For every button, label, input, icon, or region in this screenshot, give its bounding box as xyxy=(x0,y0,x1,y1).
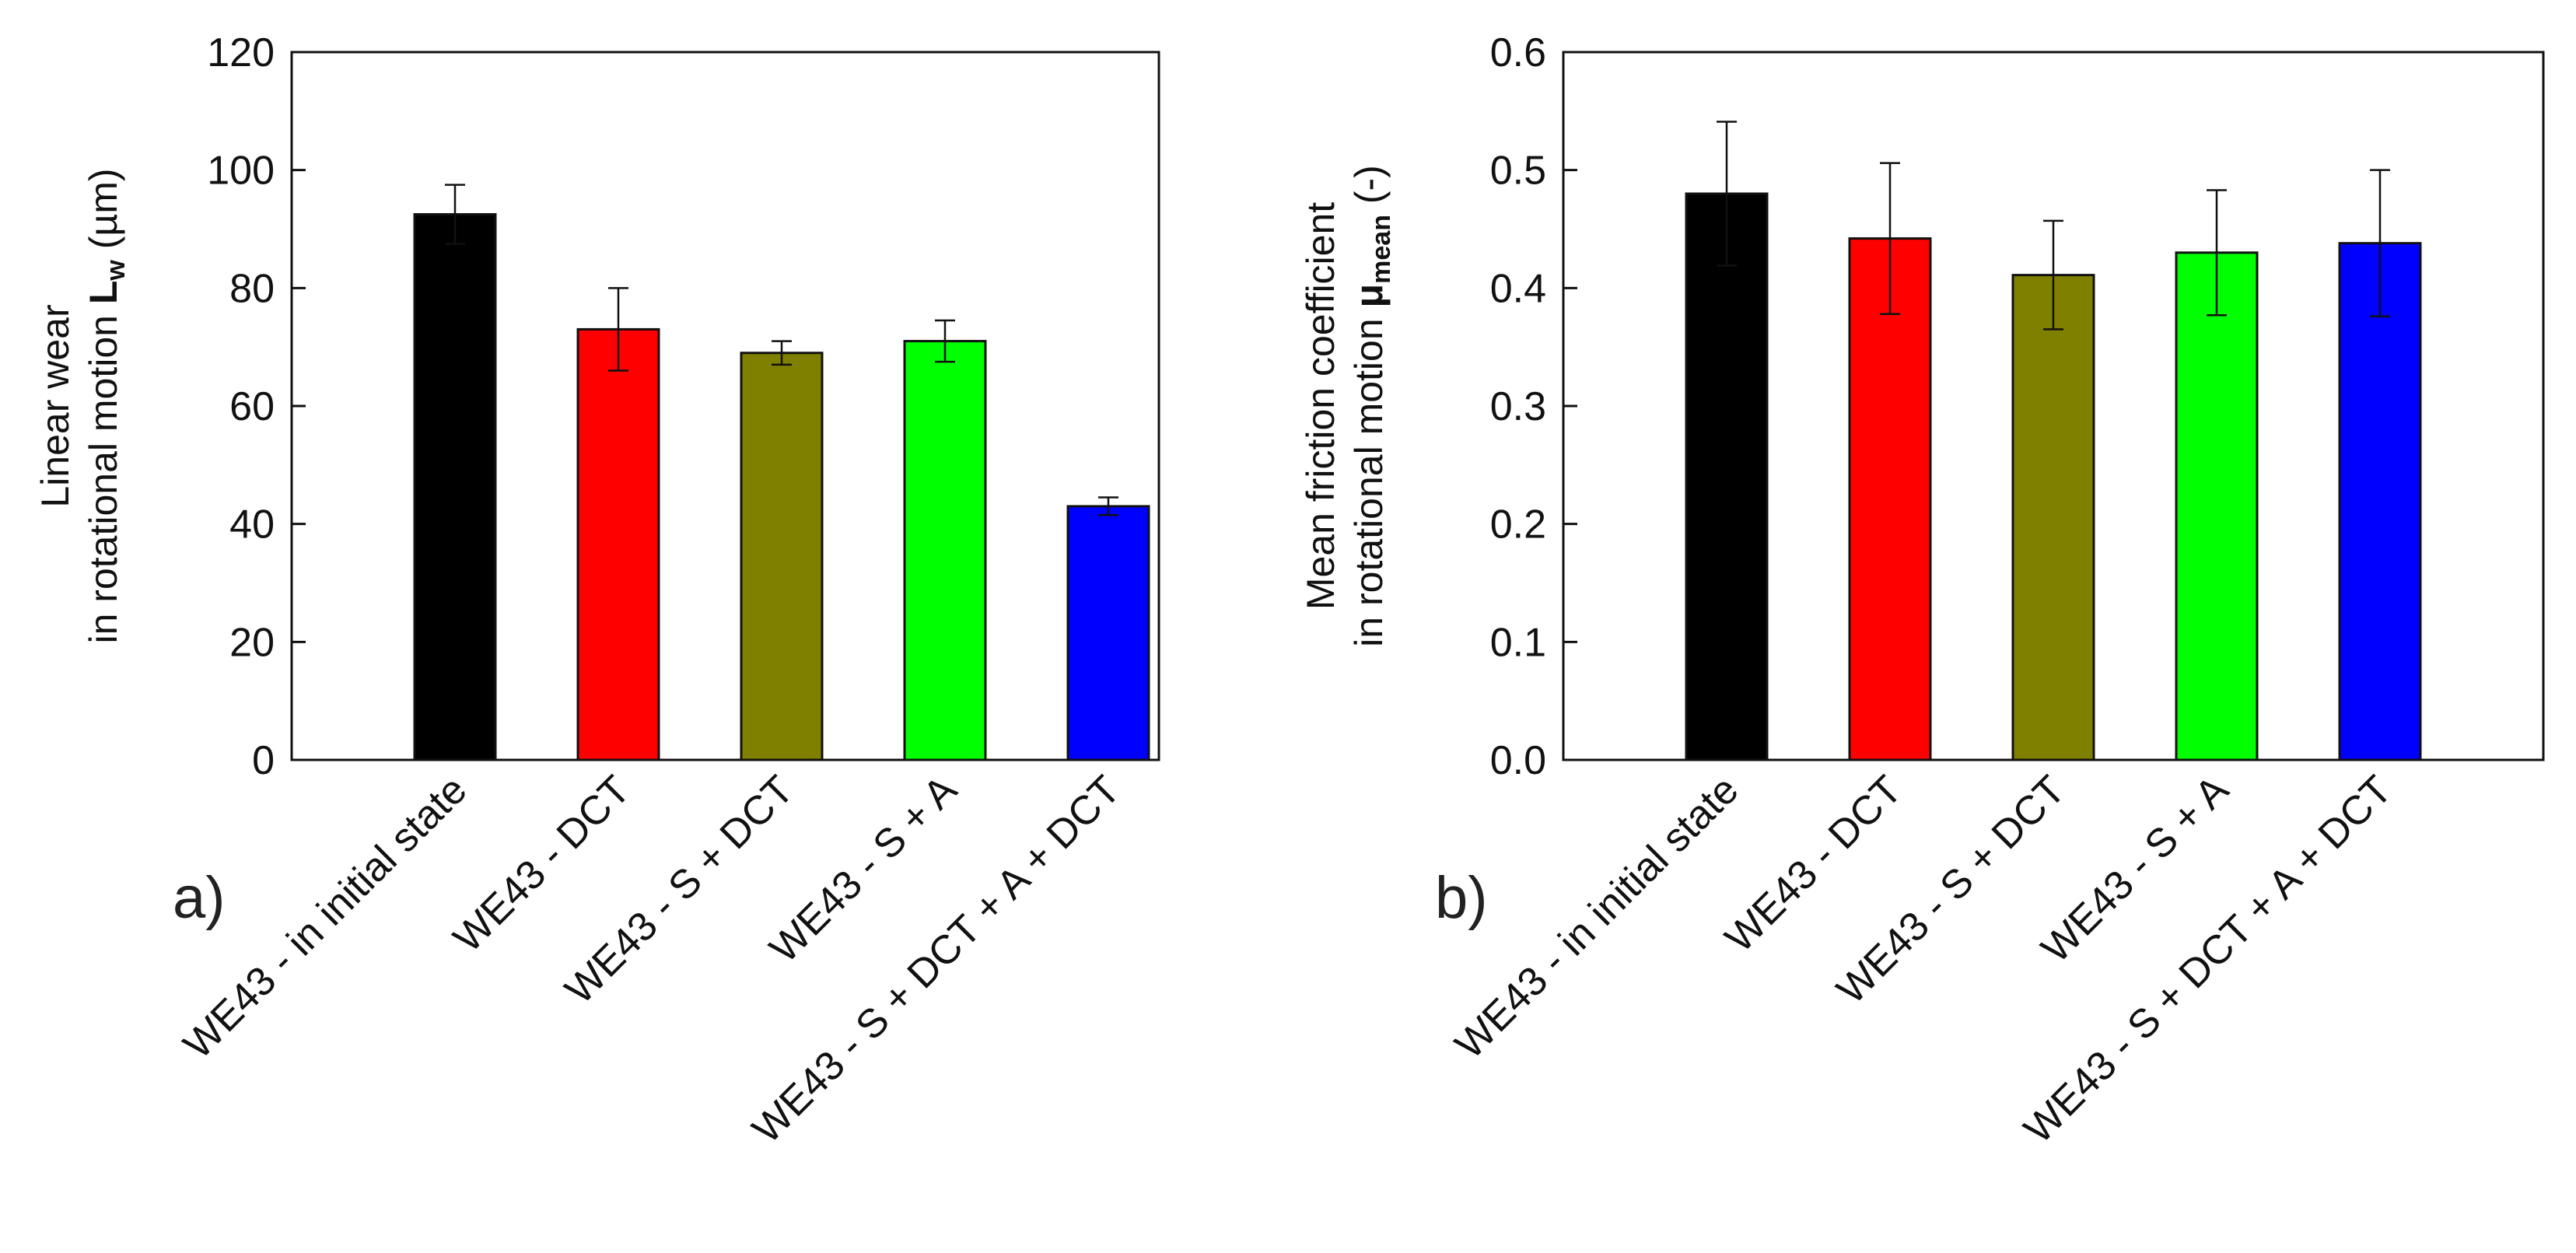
error-bar-2 xyxy=(1880,162,1900,315)
chart-b-ytick-label: 0.2 xyxy=(1490,502,1546,548)
chart-a-ylabel-line1: Linear wear xyxy=(33,304,77,507)
error-bar-2 xyxy=(608,287,628,372)
chart-a-ylabel-symbol: L xyxy=(82,281,125,305)
chart-b-ylabel-subscript: mean xyxy=(1367,215,1396,284)
chart-a-ytick-label: 20 xyxy=(229,620,275,665)
bar-1 xyxy=(1685,192,1769,761)
chart-a-ylabel-prefix: in rotational motion xyxy=(82,304,125,643)
error-bar-4 xyxy=(2207,189,2227,317)
chart-b-ytick-label: 0.4 xyxy=(1490,266,1546,311)
chart-a-ytick-label: 0 xyxy=(252,738,275,783)
chart-b-ytick-label: 0.1 xyxy=(1490,620,1546,665)
error-bar-5 xyxy=(1098,496,1118,516)
error-bar-5 xyxy=(2370,169,2390,317)
bar-2 xyxy=(1848,237,1932,761)
chart-b-ylabel-suffix: (-) xyxy=(1347,165,1391,215)
bar-3 xyxy=(740,352,824,761)
bar-3 xyxy=(2011,274,2095,761)
chart-a-ytick-label: 80 xyxy=(229,266,275,311)
chart-a-ytick-label: 60 xyxy=(229,384,275,429)
chart-b-ylabel-symbol: μ xyxy=(1347,284,1391,308)
chart-b-ytick-label: 0.5 xyxy=(1490,149,1546,194)
bar-4 xyxy=(2175,251,2259,761)
bar-5 xyxy=(1066,505,1150,761)
chart-b-ylabel-prefix: in rotational motion xyxy=(1347,307,1391,646)
chart-a-bars xyxy=(413,184,1150,761)
chart-a-ylabel-line2: in rotational motion Lw (µm) xyxy=(82,168,131,643)
chart-b: 0.0 0.1 0.2 0.3 0.4 0.5 0.6 WE43 - in initial … xyxy=(1299,30,2545,1152)
error-bar-3 xyxy=(772,340,792,366)
chart-b-ytick-label: 0.0 xyxy=(1490,738,1546,783)
chart-a: 0 20 40 60 80 100 120 WE43 - in initial stateW… xyxy=(33,30,1160,1152)
error-bar-3 xyxy=(2043,219,2063,331)
error-bar-1 xyxy=(1717,121,1737,267)
chart-a-ytick-label: 40 xyxy=(229,502,275,548)
chart-a-y-axis: 0 20 40 60 80 100 120 xyxy=(207,30,306,783)
chart-a-panel-label: a) xyxy=(173,865,226,931)
chart-b-ytick-label: 0.3 xyxy=(1490,384,1546,429)
bar-5 xyxy=(2338,242,2422,761)
chart-a-ytick-label: 100 xyxy=(207,149,275,194)
bar-1 xyxy=(413,213,497,761)
chart-b-ytick-label: 0.6 xyxy=(1490,30,1546,75)
bar-2 xyxy=(576,327,660,761)
chart-a-ytick-label: 120 xyxy=(207,30,275,75)
x-category-label: WE43 - in initial state xyxy=(1447,767,1747,1067)
bar-4 xyxy=(903,340,987,761)
chart-b-bars xyxy=(1685,121,2422,761)
chart-a-ylabel-suffix: (µm) xyxy=(82,168,125,260)
chart-b-panel-label: b) xyxy=(1435,865,1488,931)
chart-b-ylabel-line2: in rotational motion μmean (-) xyxy=(1347,165,1396,647)
error-bar-1 xyxy=(445,184,465,245)
error-bar-4 xyxy=(935,319,955,363)
chart-b-y-axis: 0.0 0.1 0.2 0.3 0.4 0.5 0.6 xyxy=(1490,30,1577,783)
chart-b-ylabel-line1: Mean friction coefficient xyxy=(1299,202,1342,610)
chart-a-ylabel-subscript: w xyxy=(101,260,131,282)
